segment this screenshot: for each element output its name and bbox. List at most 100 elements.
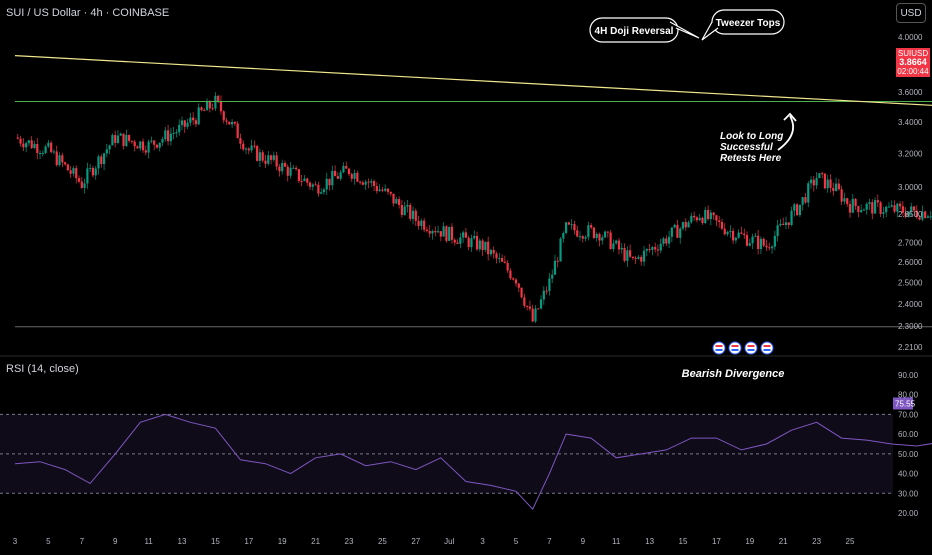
- candle-body: [473, 235, 476, 239]
- candle-body: [38, 153, 42, 155]
- candle-body: [331, 170, 334, 186]
- candle-body: [303, 178, 306, 182]
- candle-body: [105, 149, 108, 154]
- candle-body: [153, 140, 156, 145]
- candle-body: [765, 245, 768, 248]
- candle-body: [192, 117, 195, 121]
- candle-body: [779, 223, 782, 226]
- candle-body: [757, 235, 760, 250]
- candle-body: [743, 233, 746, 236]
- rsi-overbought-fill: [15, 414, 932, 415]
- candle-body: [642, 250, 646, 262]
- candle-body: [489, 249, 493, 255]
- candle-body: [882, 212, 885, 214]
- candle-body: [367, 181, 370, 183]
- flag-stripe: [747, 345, 755, 347]
- candle-body: [559, 238, 562, 262]
- candle-body: [448, 226, 451, 241]
- candle-body: [492, 249, 495, 254]
- candle-body: [667, 236, 671, 244]
- candle-body: [456, 242, 459, 244]
- flag-stripe: [715, 349, 723, 351]
- candle-body: [102, 153, 106, 165]
- tweezer-callout-text: Tweezer Tops: [716, 18, 781, 29]
- retest-note-line: Look to Long: [720, 131, 783, 142]
- time-axis-label: 17: [712, 537, 721, 546]
- candle-body: [164, 130, 167, 140]
- candle-body: [879, 202, 882, 214]
- candle-body: [308, 182, 312, 187]
- candle-body: [22, 143, 25, 148]
- rsi-axis-label: 40.00: [898, 470, 919, 479]
- candle-body: [80, 181, 83, 188]
- doji-callout-text: 4H Doji Reversal: [595, 26, 674, 37]
- candle-body: [887, 206, 891, 208]
- candle-body: [759, 238, 763, 250]
- candle-body: [242, 143, 245, 150]
- candle-body: [264, 160, 267, 164]
- candle-body: [431, 230, 434, 234]
- candle-body: [292, 167, 295, 169]
- us-flag-icon[interactable]: [712, 341, 726, 355]
- candle-body: [50, 142, 53, 153]
- candle-body: [848, 204, 852, 213]
- us-flag-icon[interactable]: [744, 341, 758, 355]
- candle-body: [523, 297, 526, 306]
- us-flag-icon[interactable]: [760, 341, 774, 355]
- axes: 4.0000 3.6000 3.4000 3.2000 3.0000 2.8500 2.70…: [13, 33, 923, 546]
- price-axis-label: 2.4000: [898, 300, 923, 309]
- candle-body: [278, 166, 281, 172]
- candle-body: [147, 141, 150, 153]
- candle-body: [267, 155, 270, 164]
- candle-body: [72, 168, 75, 174]
- candle-body: [350, 174, 353, 179]
- candle-body: [640, 256, 643, 262]
- candle-body: [495, 253, 498, 259]
- candle-body: [620, 247, 623, 250]
- flag-stripe: [763, 345, 771, 347]
- candle-body: [133, 141, 136, 147]
- candle-body: [701, 217, 704, 224]
- candle-body: [609, 232, 612, 250]
- rsi-axis-label: 30.00: [898, 489, 919, 498]
- candle-body: [386, 188, 390, 192]
- candle-body: [865, 203, 868, 210]
- candle-body: [698, 217, 701, 221]
- candle-body: [283, 162, 287, 167]
- rsi-value-tag: [893, 397, 913, 410]
- candle-body: [225, 120, 228, 122]
- candle-body: [75, 168, 78, 179]
- candle-body: [317, 184, 320, 194]
- candle-body: [423, 220, 426, 230]
- candle-body: [826, 179, 829, 189]
- candle-body: [871, 202, 874, 214]
- time-axis-label: 15: [679, 537, 688, 546]
- candle-body: [503, 261, 506, 263]
- us-flag-icon[interactable]: [728, 341, 742, 355]
- candle-body: [846, 198, 849, 205]
- candle-body: [64, 162, 67, 165]
- flag-stripe: [763, 349, 771, 351]
- candle-body: [161, 139, 164, 143]
- descending-trendline: [14, 55, 932, 106]
- price-axis-label: 3.4000: [898, 118, 923, 127]
- candle-body: [250, 145, 253, 151]
- candle-body: [857, 206, 860, 213]
- candle-body: [807, 183, 810, 203]
- candle-body: [256, 146, 259, 161]
- candles: [16, 92, 932, 324]
- candle-body: [693, 215, 696, 218]
- candle-body: [840, 189, 843, 202]
- flag-circle: [760, 341, 774, 355]
- candle-body: [854, 198, 857, 207]
- candle-body: [548, 278, 551, 292]
- candle-body: [832, 187, 835, 191]
- candle-body: [89, 167, 92, 169]
- candle-body: [236, 123, 239, 139]
- candle-body: [186, 122, 189, 127]
- currency-button[interactable]: USD: [896, 3, 926, 23]
- candle-body: [506, 262, 509, 271]
- candle-body: [676, 224, 679, 238]
